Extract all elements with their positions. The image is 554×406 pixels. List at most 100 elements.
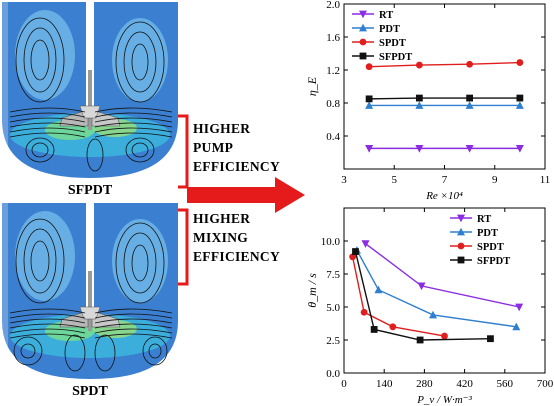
legend-label-sfpdt: SFPDT <box>477 256 510 267</box>
data-point-sfpdt <box>516 94 524 102</box>
data-point-spdt <box>415 61 423 69</box>
legend-marker-pdt <box>457 227 465 236</box>
data-point-spdt <box>389 323 397 331</box>
series-rt <box>361 240 524 312</box>
x-tick-label: 9 <box>492 174 498 186</box>
series-line-spdt <box>369 61 520 68</box>
mixing-efficiency-text: HIGHER MIXING EFFICIENCY <box>193 209 280 266</box>
data-point-pdt <box>365 101 374 109</box>
bracket-arrow-graphic <box>178 114 305 286</box>
data-point-rt <box>515 303 524 312</box>
data-point-pdt <box>429 310 438 319</box>
data-point-spdt <box>365 63 373 71</box>
data-point-pdt <box>512 322 521 331</box>
series-sfpdt <box>352 248 494 344</box>
y-tick-label: 0.8 <box>326 98 340 110</box>
legend-label-spdt: SPDT <box>477 242 504 253</box>
legend-marker-rt <box>457 214 465 223</box>
series-line-sfpdt <box>369 97 520 100</box>
x-tick-label: 3 <box>341 174 347 186</box>
impeller-shaft <box>86 0 94 118</box>
streamlines <box>9 17 173 172</box>
data-point-sfpdt <box>352 248 359 255</box>
y-tick-label: 0.4 <box>326 131 340 143</box>
x-tick-label: 7 <box>442 174 448 186</box>
series-line-pdt <box>356 249 517 328</box>
y-tick-label: 0.0 <box>326 368 340 380</box>
x-tick-label: 140 <box>376 378 393 390</box>
mixing-time-chart: 0 140 280 420 560 700 0.0 2.5 5.0 7.5 10.0 P_v / W·… <box>305 207 554 406</box>
data-point-sfpdt <box>416 336 424 344</box>
series-rt <box>365 144 524 153</box>
pump-efficiency-text: HIGHER PUMP EFFICIENCY <box>193 119 280 176</box>
legend-label-pdt: PDT <box>477 228 498 239</box>
mixing-bracket <box>178 208 189 286</box>
data-point-rt <box>417 282 426 291</box>
pump-bracket <box>178 114 189 189</box>
data-point-spdt <box>441 332 448 340</box>
data-point-pdt <box>515 101 524 109</box>
y-tick-label: 5.0 <box>326 302 340 314</box>
x-tick-label: 11 <box>540 174 551 186</box>
mixing-line-1: HIGHER <box>193 211 251 226</box>
sfpdt-flow-image <box>0 0 180 180</box>
y-tick-label: 2.5 <box>326 335 340 347</box>
data-point-rt <box>465 144 474 153</box>
x-tick-label: 0 <box>341 378 347 390</box>
sfpdt-streamline-plot <box>0 0 180 180</box>
data-point-sfpdt <box>365 95 373 103</box>
data-point-pdt <box>374 285 383 294</box>
pump-line-2: PUMP <box>193 140 234 155</box>
legend: RT PDT SPDT SFPDT <box>352 10 412 63</box>
x-tick-label: 280 <box>416 378 433 390</box>
legend-marker-pdt <box>359 23 367 32</box>
x-tick-label: 5 <box>392 174 398 186</box>
red-arrow-icon <box>187 177 305 213</box>
legend-label-sfpdt: SFPDT <box>379 52 412 63</box>
data-point-spdt <box>360 308 368 316</box>
series-spdt <box>349 253 448 340</box>
data-point-rt <box>361 240 370 248</box>
legend-label-pdt: PDT <box>379 24 400 35</box>
mixing-line-2: MIXING <box>193 230 249 245</box>
series-pdt <box>365 101 524 109</box>
data-point-pdt <box>415 101 424 109</box>
data-point-spdt <box>516 59 524 66</box>
mixing-line-3: EFFICIENCY <box>193 249 281 264</box>
efficiency-chart: 3 5 7 9 11 0.4 0.8 1.2 1.6 2.0 Re ×10⁴ η_E RT PDT SPDT… <box>305 0 551 200</box>
series-sfpdt <box>365 94 524 103</box>
pump-line-3: EFFICIENCY <box>193 159 281 174</box>
series-line-spdt <box>351 256 445 337</box>
legend-marker-spdt <box>457 242 465 250</box>
legend-marker-spdt <box>359 38 367 46</box>
data-point-sfpdt <box>415 94 423 102</box>
legend-label-spdt: SPDT <box>379 38 406 49</box>
legend-marker-rt <box>359 10 367 19</box>
data-point-rt <box>365 144 374 153</box>
data-point-sfpdt <box>487 335 494 343</box>
data-point-spdt <box>466 60 474 68</box>
y-tick-label: 10.0 <box>321 236 341 248</box>
x-tick-label: 700 <box>537 378 554 390</box>
x-axis-label: P_v / W·m⁻³ <box>416 394 472 406</box>
pump-line-1: HIGHER <box>193 121 251 136</box>
legend: RT PDT SPDT SFPDT <box>450 214 510 267</box>
data-point-sfpdt <box>466 94 474 102</box>
spdt-image-label: SPDT <box>72 384 108 399</box>
x-axis-label: Re ×10⁴ <box>425 190 463 200</box>
y-tick-label: 1.2 <box>326 65 340 77</box>
legend-label-rt: RT <box>477 214 491 225</box>
data-point-rt <box>515 144 524 153</box>
y-axis-label: η_E <box>305 76 319 96</box>
x-tick-label: 420 <box>456 378 473 390</box>
spdt-streamline-plot <box>0 201 180 381</box>
legend-marker-sfpdt <box>457 256 465 264</box>
plot-frame <box>343 3 546 170</box>
legend-marker-sfpdt <box>359 52 367 60</box>
impeller-shaft <box>86 201 94 319</box>
data-point-pdt <box>465 101 474 109</box>
y-tick-label: 1.6 <box>326 32 340 44</box>
data-point-spdt <box>349 253 357 261</box>
data-point-sfpdt <box>370 326 378 333</box>
sfpdt-image-label: SFPDT <box>67 183 113 198</box>
